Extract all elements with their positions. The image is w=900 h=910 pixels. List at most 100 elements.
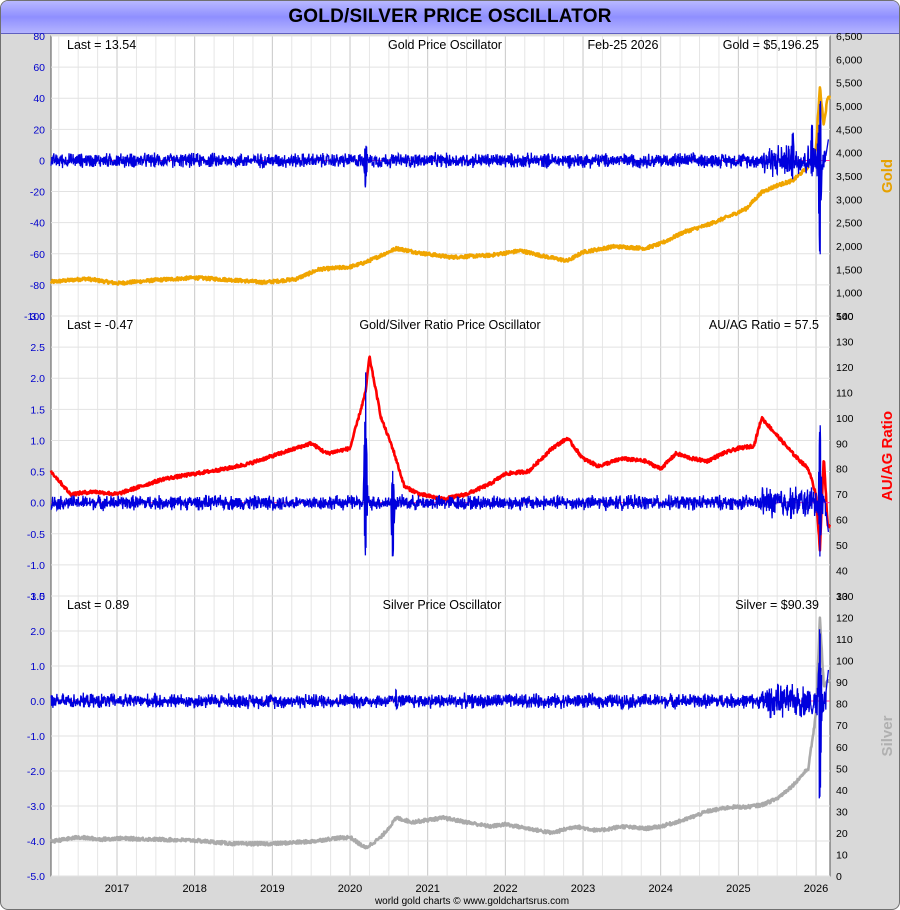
right-tick-label: 40	[836, 566, 848, 578]
price-line-ratio-panel	[49, 355, 831, 552]
right-tick-label: 90	[836, 438, 848, 450]
right-tick-label: 2,500	[836, 218, 862, 230]
right-tick-label: 140	[836, 311, 854, 323]
right-tick-label: 3,500	[836, 171, 862, 183]
price-value-label: Silver = $90.39	[735, 598, 819, 612]
right-tick-label: 20	[836, 828, 848, 840]
left-tick-label: 2.0	[30, 373, 45, 385]
left-tick-label: 0.5	[30, 467, 45, 479]
plot-area-gold-panel	[50, 35, 831, 317]
x-tick-label: 2017	[105, 883, 129, 895]
left-tick-label: -0.5	[27, 529, 45, 541]
side-axis-label: AU/AG Ratio	[879, 411, 896, 501]
right-tick-label: 1,000	[836, 288, 862, 300]
left-tick-label: -4.0	[27, 836, 45, 848]
last-value-label: Last = 13.54	[67, 38, 136, 52]
right-tick-label: 100	[836, 413, 854, 425]
right-tick-label: 120	[836, 362, 854, 374]
side-axis-label: Gold	[879, 159, 896, 193]
plot-area-ratio-panel	[50, 315, 831, 597]
left-tick-label: -5.0	[27, 871, 45, 883]
right-tick-label: 110	[836, 634, 853, 646]
x-tick-label: 2020	[338, 883, 362, 895]
right-tick-label: 5,500	[836, 78, 862, 90]
left-tick-label: 3.0	[30, 591, 45, 603]
left-tick-label: -100	[24, 311, 45, 323]
right-tick-label: 500	[836, 311, 854, 323]
left-tick-label: 2.5	[30, 342, 45, 354]
left-tick-label: 0.0	[30, 696, 45, 708]
right-tick-label: 1,500	[836, 264, 862, 276]
x-tick-label: 2024	[648, 883, 672, 895]
last-value-label: Last = 0.89	[67, 598, 129, 612]
right-tick-label: 70	[836, 720, 848, 732]
right-tick-label: 50	[836, 763, 848, 775]
price-line-silver-panel	[49, 616, 831, 850]
right-tick-label: 110	[836, 387, 853, 399]
right-tick-label: 130	[836, 336, 854, 348]
left-tick-label: 60	[33, 62, 45, 74]
x-tick-label: 2019	[260, 883, 284, 895]
panel-title: Silver Price Oscillator	[383, 598, 502, 612]
last-value-label: Last = -0.47	[67, 318, 133, 332]
price-line-gold-panel	[49, 86, 831, 286]
x-tick-label: 2026	[804, 883, 828, 895]
left-tick-label: 2.0	[30, 626, 45, 638]
oscillator-line-silver-panel	[50, 629, 830, 799]
right-tick-label: 80	[836, 464, 848, 476]
left-tick-label: 0.0	[30, 498, 45, 510]
left-tick-label: 80	[33, 31, 45, 43]
x-tick-label: 2023	[571, 883, 595, 895]
left-tick-label: -60	[30, 249, 45, 261]
left-tick-label: -3.0	[27, 801, 45, 813]
right-tick-label: 3,000	[836, 194, 862, 206]
right-tick-label: 70	[836, 489, 848, 501]
right-tick-label: 60	[836, 742, 848, 754]
right-tick-label: 60	[836, 515, 848, 527]
oscillator-line-ratio-panel	[50, 372, 830, 557]
right-tick-label: 100	[836, 656, 854, 668]
left-tick-label: -20	[30, 187, 45, 199]
right-tick-label: 0	[836, 871, 842, 883]
right-tick-label: 10	[836, 849, 848, 861]
left-tick-label: 3.0	[30, 311, 45, 323]
side-axis-label: Silver	[879, 715, 896, 756]
oscillator-line-gold-panel	[50, 101, 830, 255]
right-tick-label: 6,500	[836, 31, 862, 43]
right-tick-label: 130	[836, 591, 854, 603]
left-tick-label: 0	[39, 155, 45, 167]
right-tick-label: 30	[836, 591, 848, 603]
right-tick-label: 2,000	[836, 241, 862, 253]
right-tick-label: 5,000	[836, 101, 862, 113]
right-tick-label: 40	[836, 785, 848, 797]
right-tick-label: 50	[836, 540, 848, 552]
footer-credit: world gold charts © www.goldchartsrus.co…	[374, 896, 569, 907]
right-tick-label: 6,000	[836, 54, 862, 66]
left-tick-label: 20	[33, 124, 45, 136]
x-tick-label: 2025	[726, 883, 750, 895]
panel-title: Gold/Silver Ratio Price Oscillator	[359, 318, 540, 332]
left-tick-label: -1.0	[27, 560, 45, 572]
left-tick-label: 1.0	[30, 661, 45, 673]
right-tick-label: 4,500	[836, 124, 862, 136]
date-label: Feb-25 2026	[588, 38, 659, 52]
x-tick-label: 2018	[182, 883, 206, 895]
chart-title: GOLD/SILVER PRICE OSCILLATOR	[288, 6, 612, 27]
right-tick-label: 80	[836, 699, 848, 711]
right-tick-label: 30	[836, 806, 848, 818]
price-value-label: AU/AG Ratio = 57.5	[709, 318, 819, 332]
right-tick-label: 120	[836, 613, 854, 625]
panel-title: Gold Price Oscillator	[388, 38, 502, 52]
left-tick-label: -1.0	[27, 731, 45, 743]
left-tick-label: 1.0	[30, 435, 45, 447]
right-tick-label: 90	[836, 677, 848, 689]
left-tick-label: 40	[33, 93, 45, 105]
left-tick-label: -80	[30, 280, 45, 292]
left-tick-label: -1.5	[27, 591, 45, 603]
x-tick-label: 2022	[493, 883, 517, 895]
right-tick-label: 4,000	[836, 148, 862, 160]
price-value-label: Gold = $5,196.25	[723, 38, 819, 52]
left-tick-label: -40	[30, 218, 45, 230]
